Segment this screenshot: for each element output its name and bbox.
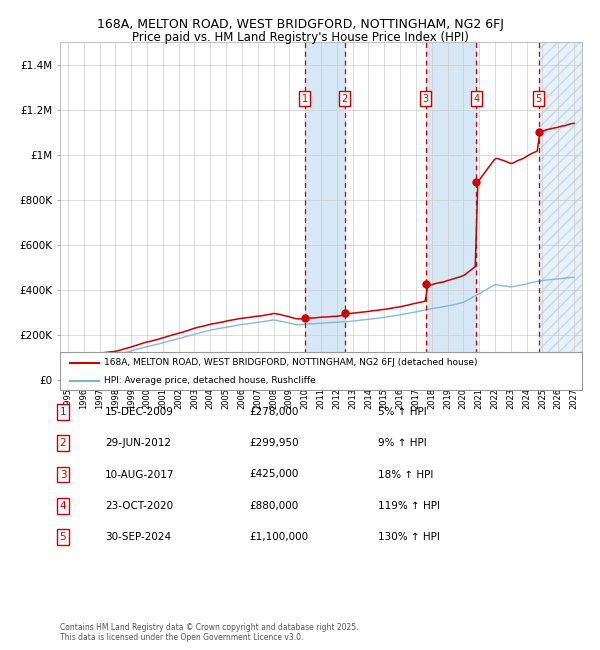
Text: £299,950: £299,950	[249, 438, 299, 448]
Text: 5: 5	[535, 94, 542, 103]
Text: HPI: Average price, detached house, Rushcliffe: HPI: Average price, detached house, Rush…	[104, 376, 316, 385]
Text: £425,000: £425,000	[249, 469, 298, 480]
Text: 15-DEC-2009: 15-DEC-2009	[105, 407, 174, 417]
Text: 168A, MELTON ROAD, WEST BRIDGFORD, NOTTINGHAM, NG2 6FJ (detached house): 168A, MELTON ROAD, WEST BRIDGFORD, NOTTI…	[104, 358, 478, 367]
Bar	[539, 42, 582, 380]
Text: 119% ↑ HPI: 119% ↑ HPI	[378, 500, 440, 511]
Text: 5: 5	[59, 532, 67, 542]
Text: £278,000: £278,000	[249, 407, 298, 417]
Text: 1: 1	[59, 407, 67, 417]
Text: £1,100,000: £1,100,000	[249, 532, 308, 542]
Text: 10-AUG-2017: 10-AUG-2017	[105, 469, 175, 480]
Text: 4: 4	[59, 500, 67, 511]
Text: 18% ↑ HPI: 18% ↑ HPI	[378, 469, 433, 480]
Text: 5% ↑ HPI: 5% ↑ HPI	[378, 407, 427, 417]
Bar	[305, 42, 344, 380]
Text: Contains HM Land Registry data © Crown copyright and database right 2025.
This d: Contains HM Land Registry data © Crown c…	[60, 623, 359, 642]
Text: 2: 2	[59, 438, 67, 448]
Text: 168A, MELTON ROAD, WEST BRIDGFORD, NOTTINGHAM, NG2 6FJ: 168A, MELTON ROAD, WEST BRIDGFORD, NOTTI…	[97, 18, 503, 31]
Text: £880,000: £880,000	[249, 500, 298, 511]
Text: 29-JUN-2012: 29-JUN-2012	[105, 438, 171, 448]
Text: 3: 3	[422, 94, 428, 103]
Text: 4: 4	[473, 94, 479, 103]
Text: 2: 2	[341, 94, 347, 103]
Bar	[425, 42, 476, 380]
Text: 130% ↑ HPI: 130% ↑ HPI	[378, 532, 440, 542]
Text: 30-SEP-2024: 30-SEP-2024	[105, 532, 171, 542]
Text: 1: 1	[301, 94, 308, 103]
Text: 3: 3	[59, 469, 67, 480]
Text: 9% ↑ HPI: 9% ↑ HPI	[378, 438, 427, 448]
Text: 23-OCT-2020: 23-OCT-2020	[105, 500, 173, 511]
Text: Price paid vs. HM Land Registry's House Price Index (HPI): Price paid vs. HM Land Registry's House …	[131, 31, 469, 44]
